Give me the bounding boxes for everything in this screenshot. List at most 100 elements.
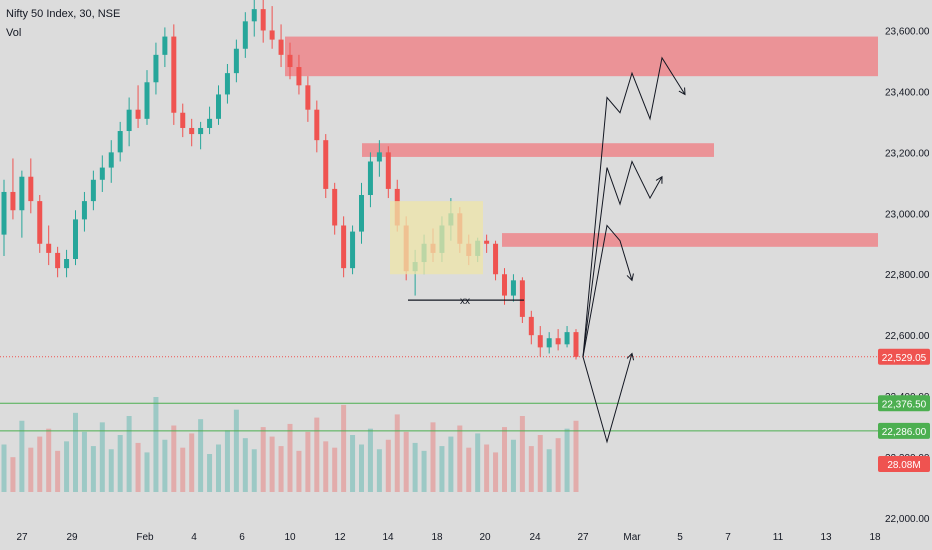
candle: [251, 9, 257, 22]
candle: [46, 243, 52, 253]
volume-bar: [323, 441, 329, 492]
volume-bar: [28, 447, 34, 492]
volume-bar: [502, 427, 507, 492]
candle: [367, 161, 373, 196]
volume-bar: [73, 412, 78, 492]
volume-bar: [189, 433, 195, 492]
volume-tag-bg: [878, 456, 930, 472]
candle: [171, 36, 177, 113]
volume-label: Vol: [6, 27, 22, 39]
volume-bar: [117, 435, 123, 492]
candle: [180, 112, 186, 128]
volume-bar: [350, 435, 356, 492]
resistance-zone: [362, 143, 714, 157]
price-tick-label: 23,200.00: [885, 148, 930, 159]
volume-bar: [10, 457, 16, 492]
price-tick-label: 23,600.00: [885, 26, 930, 37]
candle: [126, 109, 132, 132]
candle: [385, 152, 391, 189]
candle: [314, 109, 320, 141]
price-axis[interactable]: 23,600.00 23,400.00 23,200.00 23,000.00 22,8…: [885, 26, 930, 525]
volume-bar: [1, 444, 7, 492]
volume-bar: [546, 449, 552, 492]
volume-bar: [224, 430, 230, 492]
volume-bar: [251, 449, 257, 492]
volume-bar: [46, 428, 52, 492]
time-tick-label: 27: [16, 532, 28, 543]
candle: [555, 338, 561, 345]
volume-bar: [448, 436, 454, 492]
volume-bar: [90, 446, 96, 492]
volume-bar: [412, 442, 418, 492]
candle: [510, 280, 516, 296]
candle: [28, 176, 34, 202]
volume-bar: [457, 425, 463, 492]
candle: [19, 176, 25, 211]
candle: [296, 67, 302, 86]
candle: [546, 338, 552, 348]
time-tick-label: 18: [869, 532, 881, 543]
resistance-zone: [502, 233, 878, 247]
time-tick-label: 27: [577, 532, 589, 543]
volume-bar: [216, 444, 221, 492]
volume-bar: [421, 450, 427, 492]
candle: [117, 131, 123, 153]
volume-bar: [359, 444, 364, 492]
arrow-head: [678, 87, 686, 96]
candle: [359, 195, 364, 232]
projection-path: [582, 56, 686, 357]
volume-bar: [144, 452, 150, 492]
time-tick-label: 10: [284, 532, 296, 543]
zones-layer: [285, 36, 878, 247]
volume-bar: [153, 397, 159, 492]
volume-bar: [126, 416, 132, 492]
volume-bar: [37, 436, 43, 492]
volume-bar: [332, 447, 338, 492]
volume-bar: [55, 450, 61, 492]
price-tags: 22,529.05 22,376.50 22,286.00 28.08M: [878, 348, 930, 472]
candle: [233, 48, 239, 74]
price-tick-label: 22,600.00: [885, 331, 930, 342]
volume-bar: [269, 436, 275, 492]
candle: [108, 152, 114, 168]
candle: [287, 54, 293, 68]
volume-bar: [385, 439, 391, 492]
volume-bar: [108, 449, 114, 492]
candle: [323, 140, 329, 189]
candle: [305, 85, 311, 110]
candle: [376, 152, 382, 162]
volume-bar: [19, 420, 25, 492]
time-tick-label: 29: [66, 532, 78, 543]
time-tick-label: Feb: [136, 532, 154, 543]
range-box: [390, 201, 483, 275]
candle: [502, 274, 507, 296]
candle: [135, 109, 141, 119]
support-tag-bg: [878, 422, 930, 439]
time-axis[interactable]: 27 29 Feb 4 6 10 12 14 18 20 24 27 Mar 5 7 11 13 18: [16, 532, 881, 543]
time-tick-label: 5: [677, 532, 683, 543]
volume-bar: [135, 442, 141, 492]
time-tick-label: 11: [773, 532, 784, 543]
volume-bar: [403, 431, 409, 492]
candle: [10, 191, 16, 211]
volume-bar: [394, 414, 400, 492]
volume-bar: [341, 404, 347, 492]
time-tick-label: 13: [820, 532, 832, 543]
candle: [350, 231, 356, 269]
last-price-tag: 22,529.05: [882, 353, 927, 364]
volume-bar: [439, 446, 445, 492]
volume-bar: [367, 428, 373, 492]
price-tick-label: 23,400.00: [885, 87, 930, 98]
candle: [73, 219, 78, 259]
volume-bar: [287, 423, 293, 492]
levels-layer: [0, 356, 878, 432]
candle: [189, 127, 195, 135]
volume-bar: [510, 439, 516, 492]
candle: [198, 127, 204, 135]
volume-layer: [1, 397, 579, 492]
candle: [144, 82, 150, 119]
time-tick-label: 4: [191, 532, 197, 543]
support-tag: 22,286.00: [882, 427, 927, 438]
